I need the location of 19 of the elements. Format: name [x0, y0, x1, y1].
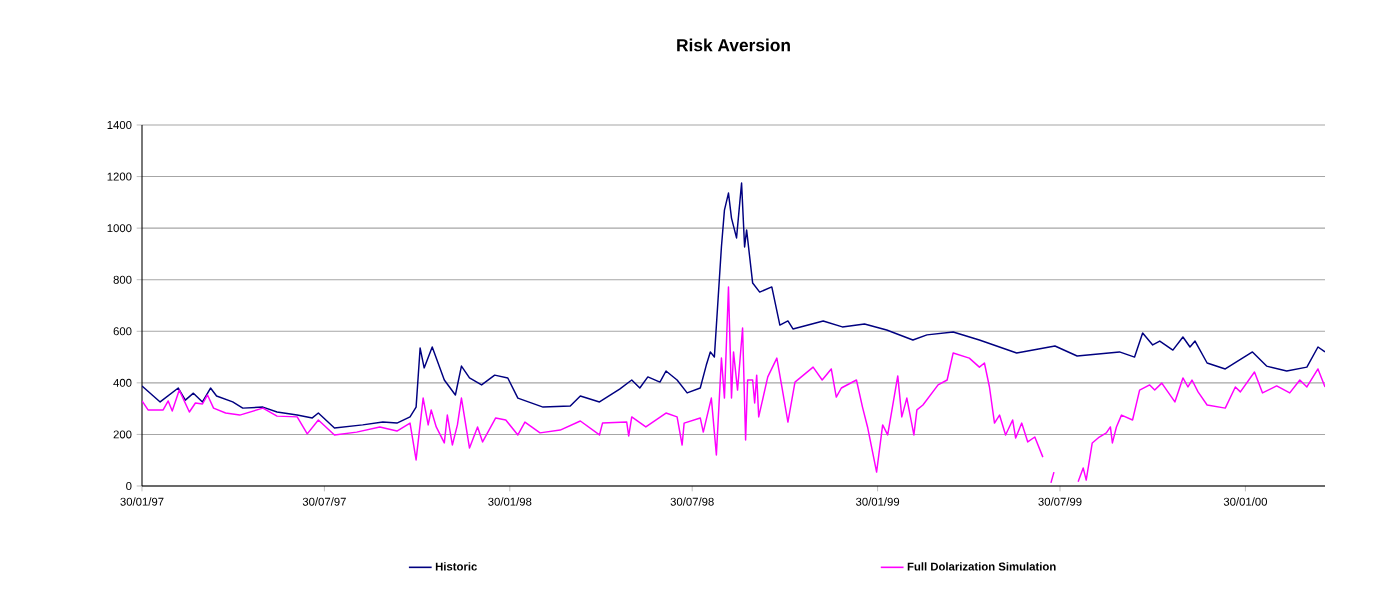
x-tick-label: 30/07/98	[670, 497, 714, 506]
chart-title: Risk Aversion	[677, 38, 790, 52]
y-tick-label: 400	[113, 378, 132, 387]
x-tick-label: 30/07/97	[302, 497, 346, 506]
x-tick-label: 30/07/99	[1038, 497, 1082, 506]
y-tick-label: 600	[113, 327, 132, 336]
legend-label: Full Dolarization Simulation	[907, 562, 1056, 571]
y-tick-label: 1400	[107, 120, 132, 129]
x-tick-label: 30/01/98	[488, 497, 532, 506]
y-tick-label: 800	[113, 275, 132, 284]
y-tick-label: 1000	[107, 224, 132, 233]
legend-label: Historic	[435, 562, 477, 571]
y-tick-label: 0	[126, 482, 132, 491]
y-tick-label: 200	[113, 430, 132, 439]
x-tick-label: 30/01/97	[120, 497, 164, 506]
x-tick-label: 30/01/00	[1223, 497, 1268, 506]
x-tick-label: 30/01/99	[855, 497, 900, 506]
y-tick-label: 1200	[107, 172, 132, 181]
line-series	[142, 182, 1326, 429]
